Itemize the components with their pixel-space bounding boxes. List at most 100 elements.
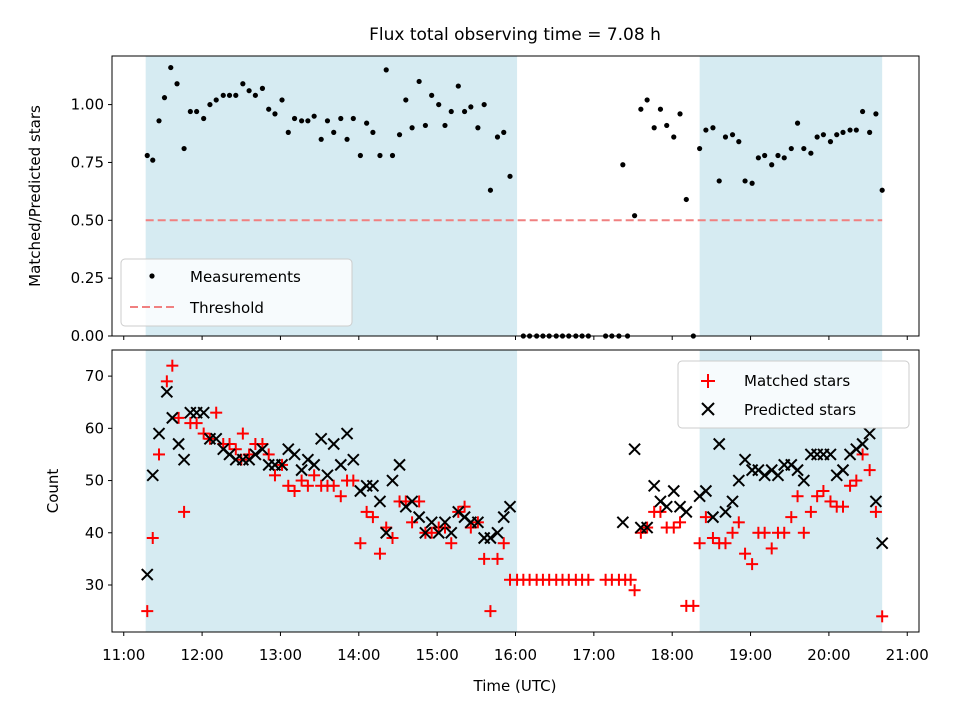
bottom-x-axis-ticks: 11:00 12:00 13:00 14:00 15:00 16:00 17:00 18:00… bbox=[102, 632, 929, 664]
matched-star-point bbox=[785, 511, 798, 524]
predicted-star-point bbox=[438, 516, 452, 529]
matched-star-point bbox=[624, 573, 637, 586]
matched-star-point bbox=[837, 500, 850, 513]
predicted-star-point bbox=[425, 516, 438, 529]
measurement-point bbox=[631, 213, 638, 219]
measurement-point bbox=[161, 95, 168, 101]
measurement-point bbox=[331, 129, 337, 135]
predicted-star-point bbox=[275, 458, 289, 472]
x-tick-label: 21:00 bbox=[886, 646, 929, 664]
predicted-star-point bbox=[314, 432, 328, 445]
x-axis-label: Time (UTC) bbox=[473, 677, 557, 695]
matched-star-point bbox=[190, 417, 203, 430]
predicted-star-point bbox=[471, 516, 485, 529]
measurement-point bbox=[416, 78, 422, 85]
measurement-point bbox=[318, 136, 324, 142]
measurement-point bbox=[181, 145, 187, 152]
predicted-star-point bbox=[824, 448, 837, 461]
matched-star-point bbox=[360, 505, 373, 518]
y-tick-label: 50 bbox=[85, 472, 104, 490]
measurement-point bbox=[422, 122, 428, 129]
predicted-star-point bbox=[256, 443, 269, 456]
measurement-point bbox=[671, 134, 677, 140]
measurement-point bbox=[150, 157, 156, 163]
matched-star-point bbox=[491, 552, 504, 565]
predicted-star-point bbox=[160, 385, 174, 398]
matched-star-point bbox=[301, 479, 314, 492]
y-tick-label: 60 bbox=[85, 419, 104, 437]
predicted-star-point bbox=[503, 500, 517, 513]
x-tick-label: 16:00 bbox=[494, 646, 537, 664]
measurement-point bbox=[481, 101, 487, 108]
predicted-star-point bbox=[172, 437, 185, 451]
predicted-star-point bbox=[445, 526, 458, 539]
top-x-axis-ticks bbox=[123, 336, 908, 340]
matched-star-point bbox=[732, 516, 745, 529]
top-legend-box bbox=[120, 258, 353, 327]
matched-star-point bbox=[687, 599, 700, 612]
measurement-point bbox=[272, 111, 278, 117]
matched-star-point bbox=[804, 505, 817, 518]
measurement-point bbox=[501, 129, 507, 135]
matched-star-point bbox=[295, 474, 308, 487]
matched-star-point bbox=[758, 526, 771, 539]
predicted-star-point bbox=[380, 526, 393, 539]
measurement-point bbox=[729, 132, 736, 138]
predicted-star-point bbox=[249, 448, 262, 461]
measurement-point bbox=[305, 118, 311, 124]
measurement-point bbox=[246, 88, 252, 94]
predicted-star-point bbox=[386, 474, 399, 487]
predicted-star-point bbox=[141, 568, 154, 581]
matched-star-point bbox=[235, 453, 248, 466]
predicted-star-point bbox=[152, 427, 166, 440]
predicted-star-point bbox=[295, 463, 308, 477]
matched-star-point bbox=[153, 448, 166, 461]
measurement-point bbox=[220, 92, 226, 98]
predicted-star-point bbox=[726, 495, 739, 508]
matched-star-point bbox=[797, 526, 810, 539]
matched-star-point bbox=[844, 479, 857, 492]
measurement-point bbox=[722, 134, 729, 140]
predicted-star-point bbox=[340, 427, 354, 440]
predicted-star-point bbox=[321, 469, 334, 482]
predicted-star-point bbox=[432, 526, 445, 539]
predicted-star-point bbox=[771, 469, 785, 482]
measurement-point bbox=[677, 111, 683, 117]
matched-star-point bbox=[778, 526, 791, 539]
top-y-axis-label: Matched/Predicted stars bbox=[26, 105, 44, 287]
matched-star-point bbox=[628, 584, 641, 597]
matched-star-point bbox=[366, 511, 379, 524]
measurement-point bbox=[638, 106, 644, 112]
measurement-point bbox=[396, 132, 403, 138]
predicted-star-point bbox=[856, 437, 869, 451]
predicted-star-point bbox=[616, 516, 630, 529]
bottom-y-axis-label: Count bbox=[44, 469, 62, 514]
predicted-star-point bbox=[680, 505, 693, 519]
matched-star-point bbox=[146, 532, 159, 544]
measurement-point bbox=[644, 97, 650, 103]
matched-star-point bbox=[876, 610, 889, 623]
predicted-star-point bbox=[706, 510, 720, 524]
predicted-star-point bbox=[393, 458, 406, 472]
measurement-point bbox=[350, 115, 356, 122]
measurement-point bbox=[620, 162, 626, 168]
x-tick-label: 14:00 bbox=[337, 646, 380, 664]
predicted-star-point bbox=[334, 458, 347, 472]
x-tick-label: 18:00 bbox=[651, 646, 694, 664]
predicted-star-point bbox=[288, 448, 301, 461]
measurement-point bbox=[144, 152, 150, 159]
measurement-point bbox=[834, 132, 840, 138]
measurement-point bbox=[259, 85, 266, 91]
measurement-point bbox=[749, 180, 755, 186]
predicted-star-point bbox=[869, 495, 883, 508]
measurement-point bbox=[820, 132, 827, 138]
x-tick-label: 11:00 bbox=[102, 646, 145, 664]
matched-star-point bbox=[327, 479, 340, 492]
measurement-point bbox=[389, 152, 396, 159]
y-tick-label: 1.00 bbox=[71, 96, 104, 114]
measurement-point bbox=[364, 120, 370, 126]
matched-star-point bbox=[458, 500, 471, 513]
measurement-point bbox=[442, 122, 448, 129]
measurement-point bbox=[703, 127, 709, 133]
matched-star-point bbox=[223, 438, 236, 450]
